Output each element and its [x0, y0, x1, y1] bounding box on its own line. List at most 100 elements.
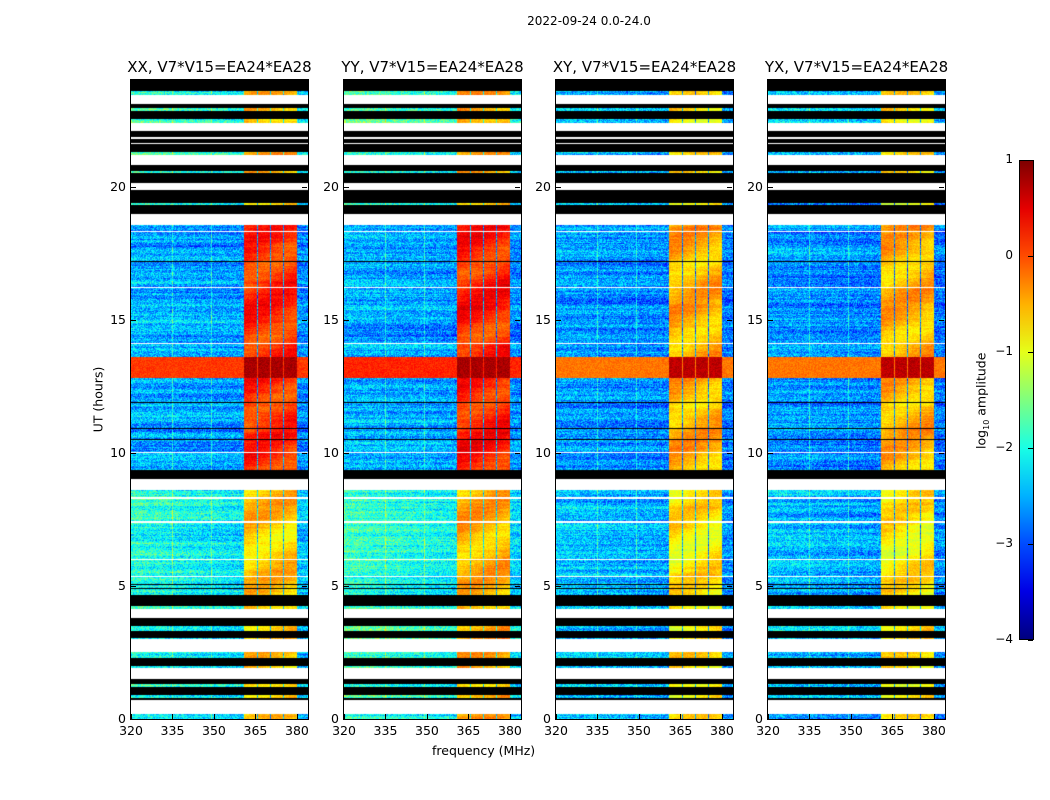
figure-title: 2022-09-24 0.0-24.0: [527, 14, 651, 28]
y-tick-label: 0: [331, 711, 339, 726]
y-tick-mark: [556, 319, 561, 321]
y-tick-label: 10: [323, 444, 339, 460]
y-tick-mark: [515, 452, 520, 454]
x-tick-mark: [933, 80, 935, 85]
colorbar-tick-mark: [1028, 640, 1033, 641]
y-tick-mark: [302, 186, 307, 188]
colorbar-tick-label: −2: [995, 440, 1013, 454]
colorbar-tick-label: −3: [995, 536, 1013, 550]
x-tick-label: 365: [880, 723, 905, 738]
spectrogram-panel-3: YX, V7*V15=EA24*EA28 320 335 350 365 380 0 5 10 1…: [747, 58, 948, 738]
y-tick-mark: [768, 585, 773, 587]
y-tick-mark: [727, 186, 732, 188]
x-tick-mark: [680, 80, 682, 85]
x-tick-label: 350: [839, 723, 863, 738]
x-tick-mark: [509, 714, 511, 719]
x-tick-mark: [809, 80, 811, 85]
x-tick-mark: [721, 80, 723, 85]
x-axis-label: frequency (MHz): [432, 743, 536, 758]
y-tick-label: 15: [747, 311, 763, 327]
y-tick-mark: [344, 585, 349, 587]
x-tick-mark: [638, 714, 640, 719]
colorbar-tick-label: 0: [1005, 248, 1013, 262]
y-tick-label: 0: [755, 711, 763, 726]
x-tick-mark: [509, 80, 511, 85]
x-tick-mark: [597, 80, 599, 85]
spectrogram-heatmap: [556, 80, 733, 719]
y-tick-mark: [131, 319, 136, 321]
x-tick-mark: [850, 80, 852, 85]
x-tick-mark: [172, 714, 174, 719]
x-tick-label: 365: [668, 723, 693, 738]
x-tick-label: 335: [797, 723, 822, 738]
x-tick-label: 365: [456, 723, 481, 738]
y-tick-label: 5: [543, 577, 551, 593]
panel-title: XY, V7*V15=EA24*EA28: [552, 58, 737, 76]
x-tick-label: 320: [544, 723, 568, 738]
colorbar-tick-label: −4: [995, 632, 1013, 646]
y-tick-mark: [727, 319, 732, 321]
y-tick-label: 15: [535, 311, 551, 327]
y-tick-mark: [556, 452, 561, 454]
x-tick-mark: [426, 714, 428, 719]
y-tick-mark: [768, 186, 773, 188]
y-tick-label: 20: [323, 178, 339, 194]
y-tick-label: 5: [331, 577, 339, 593]
x-tick-mark: [344, 80, 345, 85]
y-tick-mark: [344, 186, 349, 188]
colorbar-label-log: log: [973, 429, 989, 449]
x-tick-label: 350: [202, 723, 226, 738]
panel-title: YX, V7*V15=EA24*EA28: [764, 58, 949, 76]
y-tick-mark: [939, 319, 944, 321]
x-tick-label: 380: [710, 723, 734, 738]
colorbar: [1019, 160, 1034, 640]
spectrogram-panel-2: XY, V7*V15=EA24*EA28 320 335 350 365 380 0 5 10 1…: [535, 58, 736, 738]
y-tick-mark: [939, 186, 944, 188]
x-tick-label: 335: [373, 723, 398, 738]
x-tick-mark: [768, 80, 769, 85]
y-tick-label: 10: [110, 444, 126, 460]
x-tick-label: 380: [498, 723, 522, 738]
x-tick-label: 320: [756, 723, 780, 738]
colorbar-tick-label: −1: [995, 344, 1013, 358]
y-axis-label: UT (hours): [90, 366, 106, 433]
y-tick-mark: [344, 719, 349, 720]
colorbar-label-base: 10: [981, 419, 991, 430]
colorbar-label: log10 amplitude: [973, 341, 991, 461]
y-tick-mark: [556, 186, 561, 188]
y-tick-mark: [302, 452, 307, 454]
x-tick-mark: [213, 80, 215, 85]
colorbar-label-rest: amplitude: [973, 352, 989, 420]
x-tick-label: 320: [332, 723, 356, 738]
y-tick-mark: [515, 719, 520, 720]
y-tick-label: 20: [110, 178, 126, 194]
y-tick-mark: [344, 319, 349, 321]
y-tick-mark: [939, 585, 944, 587]
colorbar-tick-mark: [1028, 448, 1033, 449]
x-tick-mark: [768, 714, 769, 719]
x-tick-mark: [892, 714, 894, 719]
x-tick-mark: [385, 714, 387, 719]
y-tick-label: 0: [118, 711, 126, 726]
y-tick-mark: [131, 186, 136, 188]
y-tick-mark: [768, 452, 773, 454]
spectrogram-panel-1: YY, V7*V15=EA24*EA28 320 335 350 365 380 0 5 10 1…: [323, 58, 524, 738]
x-tick-mark: [850, 714, 852, 719]
x-tick-label: 365: [243, 723, 268, 738]
x-tick-mark: [385, 80, 387, 85]
y-tick-label: 15: [110, 311, 126, 327]
x-tick-mark: [892, 80, 894, 85]
x-tick-label: 320: [119, 723, 143, 738]
x-tick-mark: [255, 714, 257, 719]
x-tick-mark: [255, 80, 257, 85]
y-tick-label: 20: [747, 178, 763, 194]
colorbar-tick-mark: [1028, 256, 1033, 257]
colorbar-tick-label: 1: [1005, 152, 1013, 166]
spectrogram-heatmap: [768, 80, 945, 719]
y-tick-mark: [939, 452, 944, 454]
panel-title: XX, V7*V15=EA24*EA28: [127, 58, 312, 76]
colorbar-tick-mark: [1028, 544, 1033, 545]
x-tick-mark: [721, 714, 723, 719]
y-tick-mark: [939, 719, 944, 720]
x-tick-mark: [468, 714, 470, 719]
